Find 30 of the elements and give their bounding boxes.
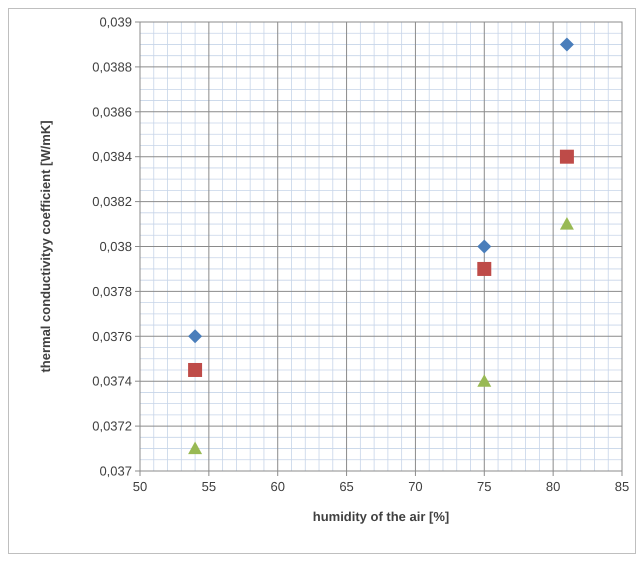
point <box>477 374 492 387</box>
point <box>188 362 202 377</box>
x-axis-title: humidity of the air [%] <box>312 509 450 524</box>
y-tick-label: 0,038 <box>99 239 132 254</box>
point <box>188 442 202 454</box>
point <box>477 262 492 276</box>
y-tick-label: 0,0378 <box>92 284 132 299</box>
y-tick-label: 0,039 <box>99 14 132 30</box>
y-tick-label: 0,0386 <box>92 104 132 120</box>
x-tick-label: 70 <box>408 479 423 494</box>
y-tick-label: 0,0374 <box>92 374 132 389</box>
y-tick-label: 0,0388 <box>92 59 132 74</box>
point <box>188 329 202 344</box>
point <box>560 150 574 164</box>
x-tick-label: 75 <box>477 479 492 494</box>
point <box>477 240 492 254</box>
y-tick-label: 0,0376 <box>92 328 132 344</box>
y-tick-label: 0,037 <box>99 464 132 478</box>
x-tick-label: 60 <box>270 479 285 494</box>
y-axis-title: thermal conductivityy coefficient [W/mK] <box>38 120 53 373</box>
point <box>560 217 574 230</box>
y-tick-label: 0,0384 <box>92 149 132 164</box>
y-tick-label: 0,0382 <box>92 194 132 210</box>
point <box>560 37 574 52</box>
x-tick-label: 50 <box>132 479 148 494</box>
x-tick-label: 80 <box>546 479 560 494</box>
x-tick-label: 55 <box>202 479 216 494</box>
x-tick-label: 65 <box>339 479 354 494</box>
y-tick-label: 0,0372 <box>92 418 132 434</box>
x-tick-label: 85 <box>614 479 630 494</box>
